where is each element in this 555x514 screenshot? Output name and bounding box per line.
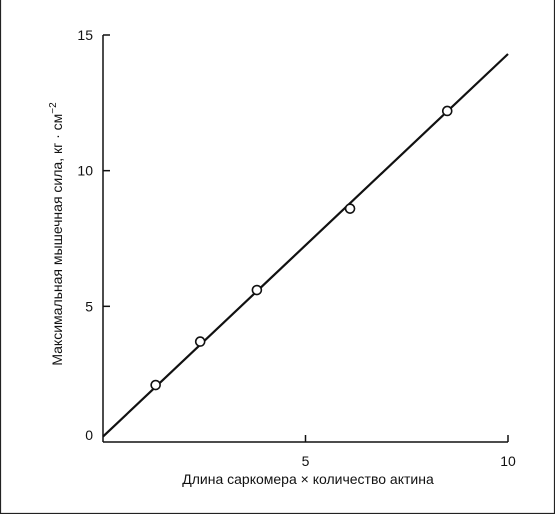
y-axis-label: Максимальная мышечная сила, кг · см−2 [48, 102, 65, 366]
fit-line-group [102, 53, 509, 438]
x-tick-label-1: 5 [302, 453, 310, 469]
y-tick-label-2: 10 [77, 163, 93, 179]
y-tick-label-1: 5 [85, 298, 93, 314]
ticks: 5 10 0 5 10 15 [77, 27, 516, 469]
y-axis-label-superscript: −2 [48, 102, 59, 114]
data-point-3 [251, 284, 263, 296]
data-point-5 [441, 105, 453, 117]
data-point-4 [344, 203, 356, 214]
x-axis-label: Длина саркомера × количество актина [182, 471, 434, 487]
x-tick-label-2: 10 [500, 453, 516, 469]
regression-line [102, 53, 509, 438]
axes [102, 35, 508, 443]
data-point-1 [150, 379, 161, 391]
y-axis-label-text: Максимальная мышечная сила, кг · см [49, 114, 65, 366]
data-points [150, 105, 453, 391]
y-tick-label-3: 15 [77, 27, 93, 43]
y-tick-label-0: 0 [85, 427, 93, 443]
data-point-2 [194, 336, 206, 347]
